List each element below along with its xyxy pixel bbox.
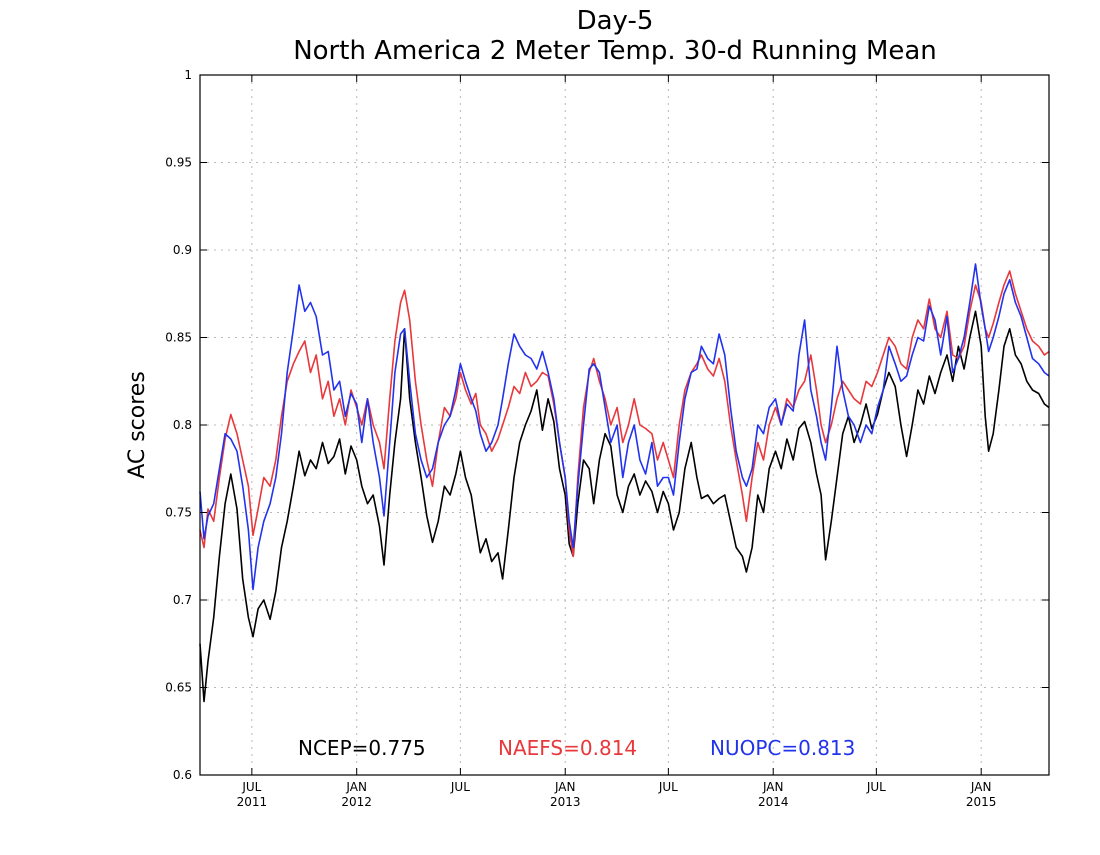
legend-entry: NUOPC=0.813	[710, 736, 855, 760]
grid-lines	[200, 75, 1049, 775]
y-tick-label: 0.95	[165, 156, 192, 170]
x-tick-label: JAN	[762, 780, 784, 794]
series-line-3	[199, 263, 1050, 591]
y-tick-label: 0.9	[173, 243, 192, 257]
plot-frame	[199, 74, 1050, 776]
chart-title: Day-5	[577, 6, 654, 36]
x-tick-label: JAN	[345, 780, 367, 794]
y-tick-label: 0.85	[165, 331, 192, 345]
x-tick-year-label: 2011	[237, 795, 268, 809]
x-tick-year-label: 2012	[341, 795, 372, 809]
y-tick-label: 0.7	[173, 593, 192, 607]
x-tick-label: JUL	[658, 780, 678, 794]
x-tick-label: JUL	[450, 780, 470, 794]
y-tick-label: 0.6	[173, 768, 192, 782]
series-line-1	[199, 310, 1050, 703]
x-tick-label: JUL	[241, 780, 261, 794]
x-tick-label: JUL	[866, 780, 886, 794]
x-tick-year-label: 2014	[758, 795, 789, 809]
axes: 0.60.650.70.750.80.850.90.951JUL2011JAN2…	[165, 68, 1050, 809]
legend: NCEP=0.775 NAEFS=0.814 NUOPC=0.813	[298, 736, 855, 760]
chart-subtitle: North America 2 Meter Temp. 30-d Running…	[293, 36, 937, 66]
y-tick-label: 1	[184, 68, 192, 82]
series-lines	[199, 263, 1050, 703]
series-line-2	[199, 270, 1050, 558]
x-tick-label: JAN	[554, 780, 576, 794]
x-tick-label: JAN	[970, 780, 992, 794]
y-tick-label: 0.8	[173, 418, 192, 432]
y-axis-label: AC scores	[125, 371, 150, 479]
x-tick-year-label: 2015	[966, 795, 997, 809]
x-tick-year-label: 2013	[550, 795, 581, 809]
legend-entry: NAEFS=0.814	[498, 736, 637, 760]
legend-entry: NCEP=0.775	[298, 736, 426, 760]
y-tick-label: 0.65	[165, 681, 192, 695]
y-tick-label: 0.75	[165, 506, 192, 520]
